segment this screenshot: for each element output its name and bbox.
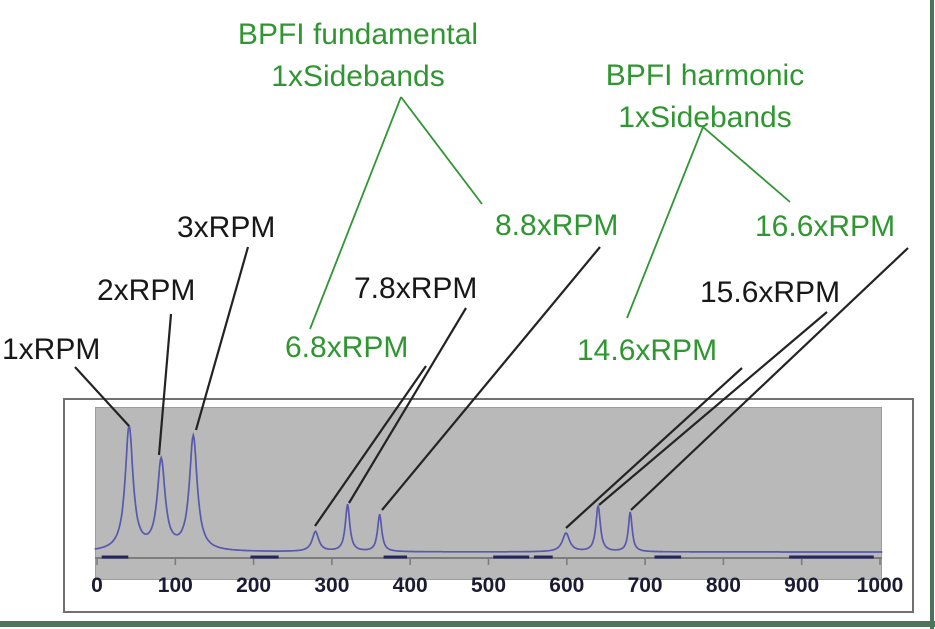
x-tick-label: 100 [157, 574, 193, 597]
group-title-bpfi-harmonic: BPFI harmonic 1xSidebands [605, 59, 805, 134]
right-frame-border [930, 0, 934, 629]
peak-label-7-8xrpm: 7.8xRPM [354, 272, 478, 305]
x-tick-label: 800 [705, 574, 741, 597]
bottom-frame-border [0, 621, 935, 627]
peak-label-2xrpm: 2xRPM [97, 274, 196, 307]
x-tick-label: 200 [236, 574, 272, 597]
peak-label-14-6xrpm: 14.6xRPM [577, 334, 718, 367]
peak-label-15-6xrpm: 15.6xRPM [700, 276, 841, 309]
peak-label-3xrpm: 3xRPM [177, 211, 276, 244]
harmonic-left-branch-line [626, 126, 704, 319]
x-tick-label: 900 [784, 574, 820, 597]
x-tick-label: 700 [627, 574, 663, 597]
x-tick-label: 400 [392, 574, 428, 597]
plot-area [95, 407, 882, 580]
fundamental-right-branch-line [400, 96, 483, 205]
group-title-bpfi-fundamental: BPFI fundamental 1xSidebands [237, 18, 479, 93]
x-tick-label: 1000 [856, 574, 904, 597]
peak-label-1xrpm: 1xRPM [2, 333, 101, 366]
x-tick-label: 0 [91, 574, 103, 597]
peak-label-16-6xrpm: 16.6xRPM [755, 210, 896, 243]
x-tick-label: 600 [549, 574, 585, 597]
peak-label-8-8xrpm: 8.8xRPM [495, 209, 619, 242]
peak-label-6-8xrpm: 6.8xRPM [285, 331, 409, 364]
x-tick-label: 500 [470, 574, 507, 597]
x-tick-label: 300 [314, 574, 350, 597]
